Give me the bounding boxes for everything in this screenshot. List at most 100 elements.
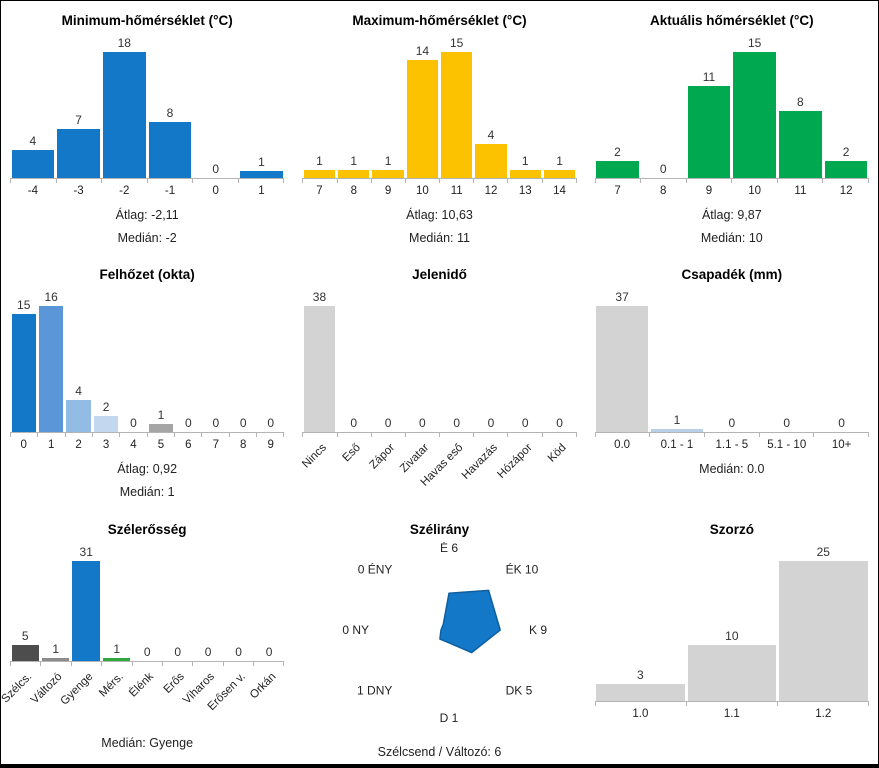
axis-tick (102, 661, 133, 666)
axis-tick (778, 179, 824, 183)
axis-tick (372, 179, 406, 183)
bar-slot: 3 (595, 542, 686, 701)
bar (148, 122, 192, 178)
x-axis-labels: 7 8 9 10 11 12 13 14 (302, 184, 576, 198)
axis-tick (823, 179, 870, 183)
bar-slot: 25 (778, 542, 869, 701)
bar (824, 161, 868, 178)
bar (41, 657, 70, 661)
x-tick: 1.2 (778, 707, 869, 721)
axis-tick (594, 179, 642, 183)
bar (338, 170, 370, 178)
wind-direction-label: ÉK 10 (506, 561, 539, 576)
bar-value-label: 18 (117, 36, 131, 50)
x-tick-label: 7 (212, 439, 219, 452)
x-tick-label: 9 (705, 185, 713, 197)
bar-slot: 0 (405, 287, 439, 432)
x-tick: 1.0 (595, 707, 686, 721)
bar-value-label: 0 (212, 162, 220, 176)
stat-line: Medián: Gyenge (101, 735, 194, 750)
x-tick-label: 14 (553, 185, 566, 197)
axis-tick (193, 661, 224, 666)
axis-tick (72, 661, 103, 666)
x-tick: Eső (337, 439, 371, 497)
bar-plot: 15 16 4 2 0 1 0 0 0 0 (10, 287, 285, 434)
min-temperature-chart: 4 7 18 8 0 1 -4 -3 -2 -1 0 1 Átlag: -2,11 Medián: -2 (10, 33, 285, 250)
bar-value-label: 0 (174, 644, 181, 659)
x-axis-labels: -4 -3 -2 -1 0 1 (10, 184, 284, 198)
bar-plot: 4 7 18 8 0 1 (10, 33, 285, 179)
bar-slot: 0 (440, 287, 474, 432)
x-tick-label: 11 (450, 185, 463, 197)
bar-value-label: 2 (614, 145, 621, 159)
bar-slot: 1 (337, 33, 371, 178)
bar-value-label: 1 (350, 154, 358, 168)
axis-tick (508, 433, 543, 438)
bar (72, 560, 100, 661)
bar-value-label: 11 (702, 70, 716, 84)
x-tick-label: -4 (27, 185, 38, 197)
x-tick-label: -1 (164, 185, 176, 197)
bar (596, 306, 649, 433)
panel-max-temperature: Maximum-hőmérséklet (°C) 1 1 1 14 15 4 1 1 7 8 9 10… (293, 1, 585, 255)
axis-tick (508, 179, 543, 183)
x-tick: 0.0 (595, 438, 650, 452)
bar-value-label: 0 (143, 644, 151, 659)
bar-value-label: 0 (556, 416, 563, 431)
bar-value-label: 4 (75, 384, 82, 399)
bar-plot: 3 10 25 (594, 542, 869, 702)
x-tick-label: 0.0 (614, 439, 631, 452)
x-tick: Mérs. (97, 668, 131, 726)
bar (596, 161, 639, 178)
panel-multiplier: Szorzó 3 10 25 1.0 1.1 1.2 (586, 510, 878, 764)
x-tick: 7 (302, 184, 336, 198)
x-tick: 8 (230, 438, 257, 452)
bar-slot: 0 (257, 287, 284, 432)
bar-slot: 14 (405, 33, 439, 178)
bar-value-label: 2 (102, 400, 110, 415)
axis-tick (406, 433, 441, 438)
bar-slot: 15 (732, 33, 778, 178)
bar-plot: 1 1 1 14 15 4 1 1 (302, 33, 577, 179)
bar-value-label: 0 (235, 644, 242, 659)
x-tick: -2 (101, 184, 147, 198)
x-tick: -3 (56, 184, 102, 198)
bar-slot: 4 (10, 33, 56, 178)
bar-value-label: 0 (239, 416, 247, 431)
x-tick: 11 (440, 184, 474, 198)
axis-tick (705, 433, 760, 438)
x-tick: 7 (595, 184, 641, 198)
bar-value-label: 3 (637, 667, 644, 682)
bar-slot: 0 (223, 542, 253, 661)
axis-tick (814, 433, 870, 438)
axis-tick (148, 433, 175, 438)
axis-ticks (302, 179, 577, 183)
panel-wind-direction: Szélirány É 6 ÉK 10 K 9 DK 5 D 1 1 DNY 0 NY 0 É… (293, 510, 585, 764)
wind-direction-label: 0 ÉNY (358, 561, 393, 576)
x-tick-label: Zápor (367, 442, 398, 472)
bar-slot: 0 (542, 287, 576, 432)
bar-value-label: 7 (75, 113, 82, 127)
x-tick-label: 1.1 - 5 (715, 439, 749, 452)
bar-slot: 8 (147, 33, 193, 178)
x-tick: 1 (239, 184, 285, 198)
bar-value-label: 4 (29, 134, 37, 148)
bar-value-label: 0 (659, 162, 667, 176)
x-tick: 12 (474, 184, 508, 198)
axis-tick (302, 179, 338, 183)
x-tick-label: 2 (75, 439, 82, 452)
chart-stats: Medián: 0.0 (595, 458, 869, 481)
bar-value-label: 0 (487, 416, 495, 431)
axis-tick (687, 179, 733, 183)
x-tick: 6 (175, 438, 202, 452)
axis-tick (120, 433, 148, 438)
chart-stats: Átlag: 9,87 Medián: 10 (595, 204, 869, 250)
axis-tick (10, 661, 42, 666)
bar-value-label: 25 (816, 544, 830, 559)
chart-stats: Szélcsend / Változó: 6 (293, 741, 585, 764)
bar-value-label: 16 (44, 290, 58, 305)
multiplier-chart: 3 10 25 1.0 1.1 1.2 (594, 542, 869, 721)
bar (38, 306, 64, 433)
bar-slot: 0 (193, 33, 239, 178)
chart-title-multiplier: Szorzó (709, 521, 754, 537)
